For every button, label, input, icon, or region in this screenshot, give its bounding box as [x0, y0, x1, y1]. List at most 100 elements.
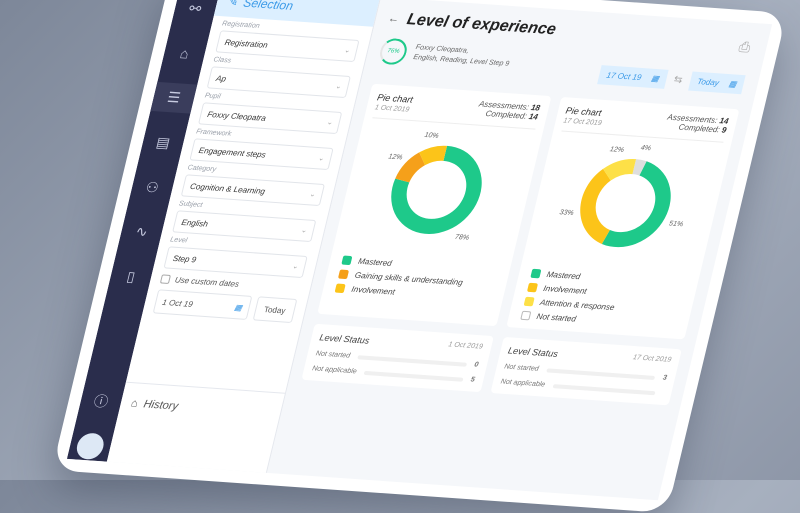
level-status-date: 17 Oct 2019	[632, 354, 672, 364]
donut-slice	[391, 145, 482, 234]
chevron-down-icon: ⌄	[334, 83, 342, 91]
slice-label: 10%	[424, 131, 440, 140]
status-bar	[546, 367, 656, 380]
select-value: English	[180, 217, 210, 229]
date-input[interactable]: 1 Oct 19 ▦	[152, 289, 253, 320]
slice-label: 51%	[668, 219, 684, 228]
card-title: Pie chart	[564, 105, 603, 118]
level-status-title: Level Status	[318, 332, 371, 346]
back-arrow-icon[interactable]: ←	[386, 12, 401, 26]
select-value: Ap	[215, 73, 228, 84]
select-value: Step 9	[172, 253, 198, 264]
pie-chart-card: Pie chart 17 Oct 2019 Assessments: 14 Compl…	[505, 96, 740, 340]
avatar[interactable]	[67, 430, 114, 461]
date-to: Today	[696, 77, 720, 88]
history-link[interactable]: ⌂ History	[116, 381, 286, 433]
history-icon: ⌂	[129, 396, 140, 410]
legend-swatch	[337, 269, 350, 280]
legend-label: Involvement	[350, 284, 396, 297]
donut-chart: 4% 51% 33% 12%	[558, 144, 684, 248]
status-label: Not started	[503, 363, 540, 373]
status-row: Not applicable	[500, 378, 664, 396]
completed-label: Completed:	[484, 108, 528, 121]
status-row: Not started 3	[503, 363, 667, 381]
selection-title: Selection	[241, 0, 295, 13]
slice-label: 78%	[454, 233, 470, 242]
home-icon[interactable]: ⌂	[178, 44, 191, 62]
history-label: History	[142, 397, 180, 413]
level-status-title: Level Status	[507, 345, 559, 359]
swap-icon[interactable]: ⇆	[672, 74, 684, 86]
report-icon[interactable]: ▤	[154, 133, 172, 151]
legend-swatch	[526, 282, 538, 293]
select-value: Engagement steps	[197, 145, 267, 160]
status-value: 0	[473, 361, 480, 369]
list-icon[interactable]: ☰	[150, 82, 198, 114]
legend-label: Mastered	[545, 269, 582, 282]
chevron-down-icon: ⌄	[325, 119, 334, 127]
users-icon[interactable]: ⚇	[144, 178, 161, 196]
date-value: 1 Oct 19	[161, 297, 194, 309]
main-content: ← Level of experience ⎙ 76% Foxxy Cleopatr…	[267, 0, 772, 500]
card-date: 17 Oct 2019	[562, 117, 603, 128]
status-row: Not started 0	[315, 350, 479, 368]
pie-chart-card: Pie chart 1 Oct 2019 Assessments: 18 Comple…	[317, 83, 551, 327]
legend-swatch	[519, 310, 531, 321]
donut-slice	[631, 159, 647, 176]
progress-ring: 76%	[377, 37, 410, 66]
calendar-icon: ▦	[727, 79, 738, 89]
legend-swatch	[341, 255, 353, 266]
card-title: Pie chart	[376, 92, 415, 105]
chevron-down-icon: ⌄	[299, 227, 308, 235]
pencil-icon: ✎	[225, 0, 240, 10]
book-icon[interactable]: ▯	[125, 267, 137, 285]
calendar-icon: ▦	[650, 73, 660, 84]
status-row: Not applicable 5	[311, 365, 475, 383]
legend-swatch	[523, 296, 535, 307]
select-value: Registration	[223, 37, 269, 50]
date-from: 17 Oct 19	[605, 70, 643, 83]
chevron-down-icon: ⌄	[343, 47, 351, 55]
donut-slice	[419, 145, 448, 166]
level-status-card: Level Status 1 Oct 2019 Not started 0 Not ap…	[301, 323, 494, 393]
status-bar	[552, 383, 656, 395]
legend-label: Not started	[535, 311, 578, 324]
card-date: 1 Oct 2019	[374, 104, 410, 114]
slice-label: 4%	[639, 144, 651, 153]
donut-slice	[395, 152, 426, 183]
donut-slice	[602, 158, 636, 181]
donut-chart: 78% 12% 10%	[387, 131, 482, 242]
completed-label: Completed:	[677, 122, 721, 135]
status-value: 3	[662, 374, 668, 382]
legend-swatch	[529, 268, 541, 279]
status-label: Not applicable	[311, 365, 358, 376]
select-value: Foxxy Cleopatra	[206, 109, 267, 123]
chevron-down-icon: ⌄	[291, 263, 299, 271]
donut-slice	[601, 161, 671, 248]
activity-icon[interactable]: ∿	[134, 223, 150, 240]
select-value: Cognition & Learning	[189, 181, 267, 196]
completed-count: 14	[527, 111, 539, 122]
status-label: Not started	[314, 350, 351, 360]
legend-label: Mastered	[357, 256, 393, 268]
date-to-picker[interactable]: Today ▦	[688, 71, 746, 95]
slice-label: 33%	[558, 208, 574, 217]
chevron-down-icon: ⌄	[308, 191, 317, 199]
chevron-down-icon: ⌄	[317, 155, 325, 163]
app-screen: ⚯ ⌂ ☰ ▤ ⚇ ∿ ▯ ⓘ ✎ Selection Registration R…	[66, 0, 773, 501]
status-label: Not applicable	[499, 378, 546, 389]
page-title: Level of experience	[405, 11, 558, 39]
calendar-icon: ▦	[233, 302, 244, 312]
status-value: 5	[469, 376, 476, 384]
legend-label: Attention & response	[539, 297, 616, 313]
donut-slice	[579, 168, 611, 244]
print-icon[interactable]: ⎙	[737, 38, 753, 56]
status-bar	[364, 370, 464, 382]
date-from-picker[interactable]: 17 Oct 19 ▦	[597, 65, 669, 89]
tablet-frame: ⚯ ⌂ ☰ ▤ ⚇ ∿ ▯ ⓘ ✎ Selection Registration R…	[52, 0, 787, 513]
help-icon[interactable]: ⓘ	[92, 392, 110, 410]
status-bar	[357, 354, 467, 367]
legend-label: Gaining skills & understanding	[353, 270, 464, 288]
completed-count: 9	[720, 125, 728, 135]
today-button[interactable]: Today	[252, 296, 298, 324]
